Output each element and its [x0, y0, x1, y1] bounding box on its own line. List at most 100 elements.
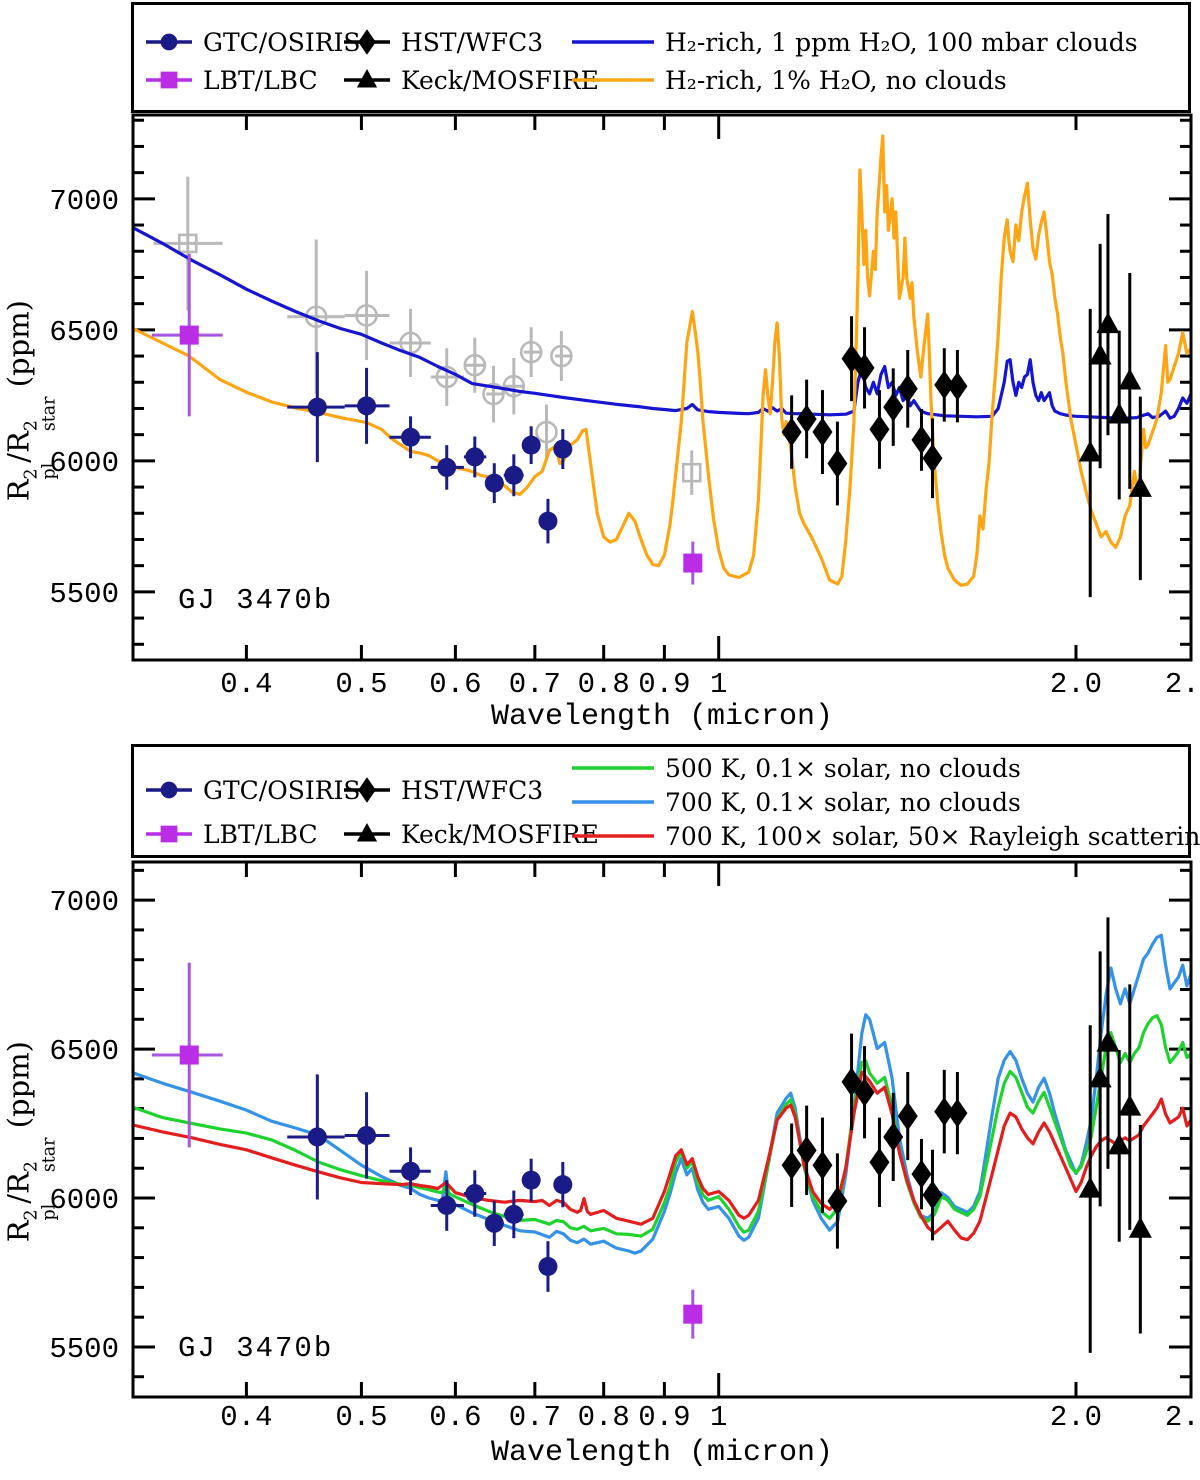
- data-point-circle: [538, 511, 558, 531]
- legend-label-lbt: LBT/LBC: [203, 65, 318, 95]
- data-point-triangle: [1088, 1066, 1112, 1088]
- data-point-triangle: [1128, 475, 1152, 497]
- x-tick-label: 2.0: [1050, 1401, 1102, 1434]
- ylabel-sub1: pl: [38, 462, 59, 480]
- legend-swatch-svg: [344, 823, 390, 842]
- y-tick-label: 7000: [49, 185, 119, 218]
- orange-line-swatch-icon: [570, 65, 656, 95]
- data-point-diamond: [869, 414, 890, 444]
- data-point-diamond: [854, 353, 875, 383]
- data-point-diamond: [922, 1180, 943, 1210]
- legend-item-keck-mosfire: Keck/MOSFIRE: [342, 63, 599, 97]
- ylabel-sub2: star: [38, 1137, 59, 1173]
- gtc-circle-marker-icon: [144, 27, 194, 57]
- data-point-triangle: [1078, 1176, 1102, 1198]
- data-point-circle-open: [482, 382, 505, 406]
- data-point-diamond: [358, 777, 376, 803]
- legend-item-hst-wfc3: HST/WFC3: [342, 773, 543, 807]
- data-point-diamond: [796, 404, 817, 434]
- data-point-circle-open: [463, 353, 487, 377]
- ylabel-sup1: 2: [21, 468, 42, 480]
- legend-label-model-clear: H₂-rich, 1% H₂O, no clouds: [665, 65, 1007, 95]
- x-axis-label-top: Wavelength (micron): [490, 700, 834, 734]
- data-point-diamond: [947, 1098, 968, 1128]
- data-point-triangle: [1107, 1133, 1131, 1155]
- data-point-circle: [357, 396, 377, 416]
- legend-swatch-svg: [146, 781, 192, 799]
- legend-label-gtc: GTC/OSIRIS: [203, 27, 361, 57]
- data-point-diamond: [922, 443, 943, 473]
- data-point-circle: [401, 1161, 421, 1181]
- legend-item-model-700k: 700 K, 0.1× solar, no clouds: [570, 786, 1021, 818]
- data-point-circle: [357, 1125, 377, 1145]
- data-point-diamond: [911, 1159, 932, 1189]
- data-point-square-open: [681, 462, 702, 483]
- data-point-square: [179, 1045, 199, 1065]
- x-tick-label: 0.8: [578, 1401, 630, 1434]
- x-tick-label: 0.5: [335, 1401, 387, 1434]
- legend-label-model-500k: 500 K, 0.1× solar, no clouds: [665, 753, 1021, 783]
- x-tick-label: 0.4: [220, 668, 272, 701]
- x-tick-label: 0.6: [429, 1401, 481, 1434]
- ylabel-sub2: star: [38, 396, 59, 432]
- planet-annotation-bottom: GJ 3470b: [178, 1332, 334, 1365]
- legend-item-gtc-osiris: GTC/OSIRIS: [144, 25, 361, 59]
- data-point-diamond: [869, 1147, 890, 1177]
- plot-frame: [131, 113, 1193, 662]
- legend-item-hst-wfc3: HST/WFC3: [342, 25, 543, 59]
- legend-label-model-cloudy: H₂-rich, 1 ppm H₂O, 100 mbar clouds: [665, 27, 1138, 57]
- legend-item-model-rayleigh: 700 K, 100× solar, 50× Rayleigh scatteri…: [570, 820, 1200, 852]
- data-point-diamond: [934, 370, 955, 400]
- data-point-triangle: [1078, 440, 1102, 462]
- data-point-circle: [538, 1257, 558, 1277]
- data-point-circle: [521, 1170, 541, 1190]
- ylabel-r1: R: [1, 1220, 36, 1243]
- data-point-square: [160, 825, 178, 843]
- keck-triangle-marker-icon: [342, 819, 392, 849]
- data-point-diamond: [897, 374, 918, 404]
- ylabel-r2: /R: [1, 1172, 36, 1204]
- data-point-square: [683, 1304, 703, 1324]
- legend-item-lbt-lbc: LBT/LBC: [144, 63, 318, 97]
- legend-item-model-500k: 500 K, 0.1× solar, no clouds: [570, 752, 1021, 784]
- data-point-circle: [307, 1127, 327, 1147]
- lightblue-line-swatch-icon: [570, 787, 656, 817]
- red-line-swatch-icon: [570, 821, 656, 851]
- data-point-circle: [160, 781, 178, 799]
- data-point-diamond: [358, 29, 376, 55]
- data-point-square: [160, 71, 178, 89]
- legend-swatch-svg: [146, 825, 192, 843]
- data-point-diamond: [796, 1135, 817, 1165]
- keck-triangle-marker-icon: [342, 65, 392, 95]
- blue-line-swatch-icon: [570, 27, 656, 57]
- data-point-circle: [437, 457, 457, 477]
- y-tick-label: 6000: [49, 1184, 119, 1217]
- data-point-circle: [553, 439, 573, 459]
- lbt-square-marker-icon: [144, 65, 194, 95]
- ylabel-sub1: pl: [38, 1203, 59, 1221]
- ylabel-sup2: 2: [21, 1161, 42, 1173]
- data-point-circle: [401, 427, 421, 447]
- legend-label-keck: Keck/MOSFIRE: [401, 819, 599, 849]
- data-point-circle-open: [355, 304, 378, 327]
- legend-label-hst: HST/WFC3: [401, 775, 544, 805]
- data-point-diamond: [883, 1122, 904, 1152]
- data-point-triangle: [356, 69, 378, 88]
- data-point-diamond: [812, 417, 833, 447]
- legend-swatch-svg: [146, 71, 192, 89]
- ylabel-unit: (ppm): [1, 300, 36, 388]
- legend-label-gtc: GTC/OSIRIS: [203, 775, 361, 805]
- data-point-circle-open: [535, 420, 558, 444]
- plot-frame: [131, 860, 1193, 1399]
- x-tick-label: 0.7: [509, 1401, 561, 1434]
- data-point-circle: [504, 465, 524, 485]
- ylabel-r1: R: [1, 479, 36, 502]
- data-point-circle: [504, 1204, 524, 1224]
- x-tick-label: 0.4: [220, 1401, 272, 1434]
- data-point-circle-open: [502, 374, 526, 398]
- x-tick-label: 0.7: [509, 668, 561, 701]
- ylabel-sup1: 2: [21, 1209, 42, 1221]
- model-curve-model_clear: [131, 134, 1193, 587]
